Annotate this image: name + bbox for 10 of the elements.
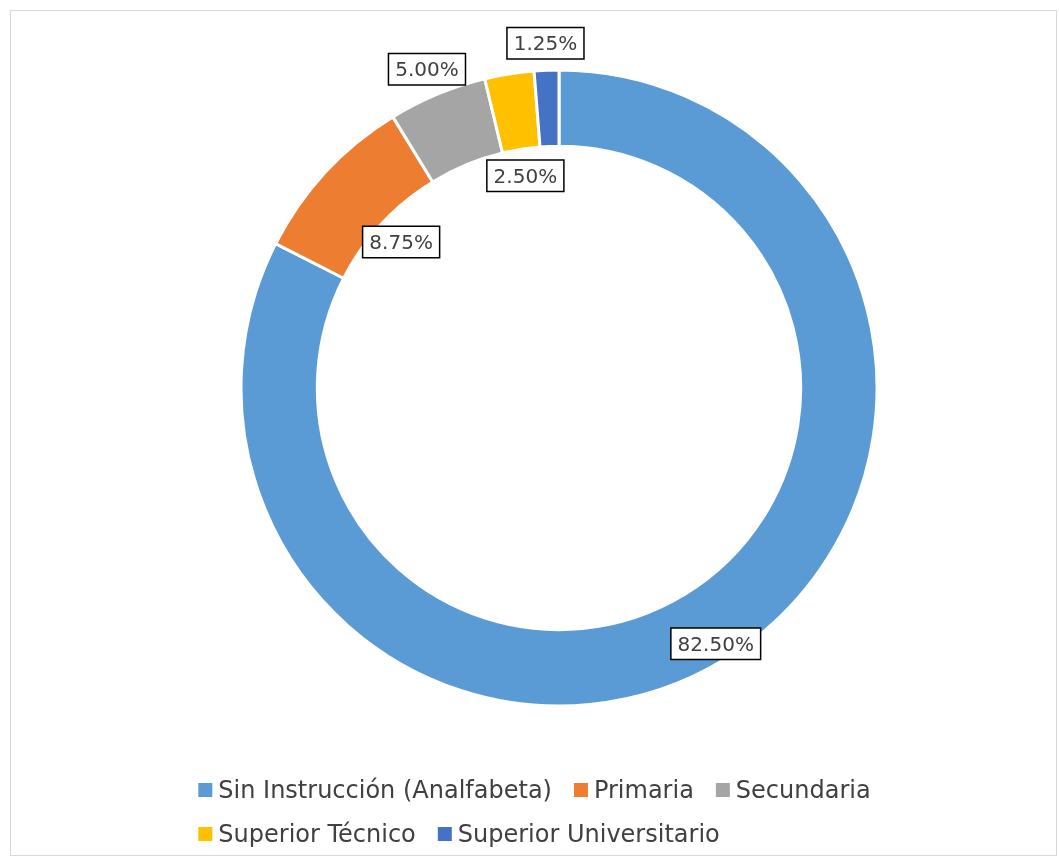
legend-label: Primaria <box>593 776 694 804</box>
legend-label: Sin Instrucción (Analfabeta) <box>218 776 552 804</box>
data-label: 1.25% <box>513 31 578 56</box>
legend-label: Superior Universitario <box>457 820 720 848</box>
legend-label: Superior Técnico <box>218 820 416 848</box>
data-label: 5.00% <box>395 57 459 82</box>
data-label: 82.50% <box>677 631 754 656</box>
legend-label: Secundaria <box>735 776 871 804</box>
data-label: 8.75% <box>369 230 433 255</box>
data-label: 2.50% <box>493 163 558 188</box>
